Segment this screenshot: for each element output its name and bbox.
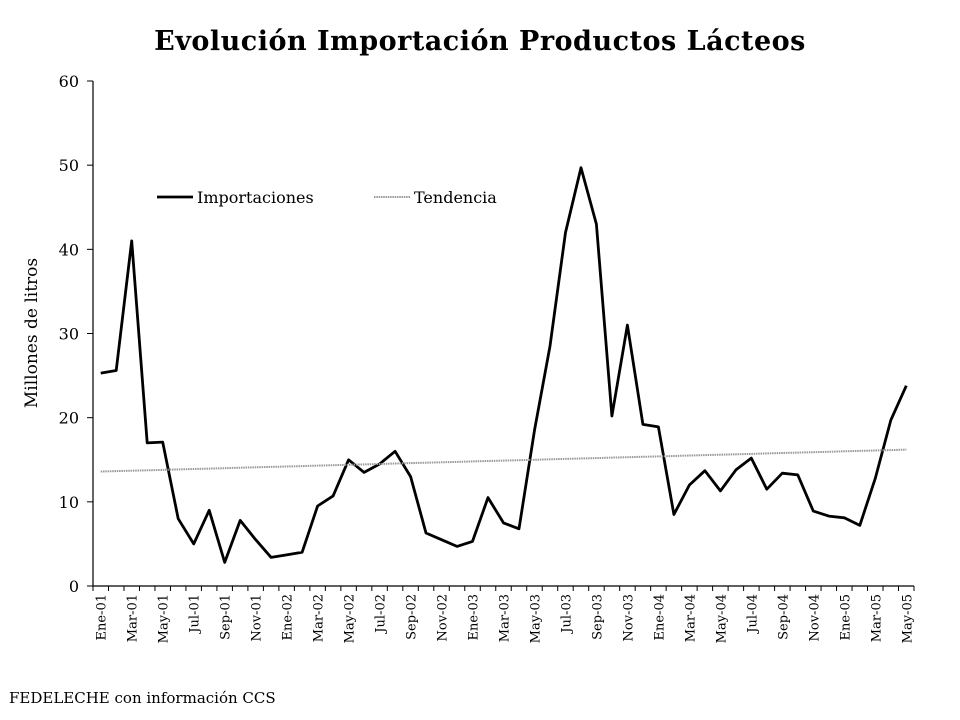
x-tick-label: May-04 bbox=[714, 594, 729, 643]
x-tick-label: May-03 bbox=[528, 594, 543, 643]
x-tick-label: Ene-03 bbox=[467, 594, 482, 641]
x-tick-label: Ene-02 bbox=[281, 594, 296, 641]
legend-label-tendencia: Tendencia bbox=[414, 188, 497, 207]
series-line-importaciones bbox=[100, 166, 908, 564]
x-tick-label: Nov-02 bbox=[436, 594, 451, 641]
series-line-tendencia bbox=[100, 448, 907, 473]
x-tick-label: May-02 bbox=[343, 594, 358, 643]
x-tick-label: Sep-04 bbox=[776, 594, 791, 640]
y-axis-title: Millones de litros bbox=[22, 258, 42, 408]
source-note: FEDELECHE con información CCS bbox=[9, 689, 276, 707]
x-tick-label: Ene-04 bbox=[652, 594, 667, 641]
x-tick-label: Nov-03 bbox=[621, 594, 636, 641]
y-tick-label: 40 bbox=[59, 240, 79, 259]
x-tick-label: Mar-01 bbox=[126, 594, 141, 642]
x-tick-label: Jul-03 bbox=[559, 594, 574, 635]
x-axis-ticks: Ene-01 Mar-01 May-01 Jul-01 Sep-01 Nov-01 Ene-… bbox=[92, 586, 915, 643]
x-tick-label: Sep-01 bbox=[219, 594, 234, 640]
x-tick-label: Nov-01 bbox=[250, 594, 265, 641]
x-tick-label: Mar-04 bbox=[683, 594, 698, 642]
y-tick-label: 10 bbox=[59, 493, 79, 512]
x-tick-label: Ene-05 bbox=[838, 594, 853, 641]
y-tick-label: 50 bbox=[59, 156, 79, 175]
series-lines bbox=[100, 166, 908, 564]
y-axis-ticks: 0 10 20 30 40 50 60 bbox=[59, 72, 93, 596]
y-tick-label: 0 bbox=[69, 577, 79, 596]
y-tick-label: 30 bbox=[59, 325, 79, 344]
x-tick-label: May-05 bbox=[900, 594, 915, 643]
x-tick-label: Mar-05 bbox=[869, 594, 884, 642]
chart-legend: Importaciones Tendencia bbox=[157, 188, 497, 207]
x-tick-label: Mar-03 bbox=[498, 594, 513, 642]
x-tick-label: Mar-02 bbox=[312, 594, 327, 642]
x-tick-label: Sep-02 bbox=[405, 594, 420, 640]
x-tick-label: Nov-04 bbox=[807, 594, 822, 641]
x-tick-label: May-01 bbox=[157, 594, 172, 643]
x-tick-label: Ene-01 bbox=[95, 594, 110, 641]
y-tick-label: 20 bbox=[59, 409, 79, 428]
chart-axes bbox=[92, 81, 914, 587]
x-tick-label: Sep-03 bbox=[590, 594, 605, 640]
x-tick-label: Jul-02 bbox=[374, 594, 389, 635]
x-tick-label: Jul-01 bbox=[188, 594, 203, 635]
legend-label-importaciones: Importaciones bbox=[197, 188, 314, 207]
chart-title: Evolución Importación Productos Lácteos bbox=[154, 26, 806, 57]
y-tick-label: 60 bbox=[59, 72, 79, 91]
x-tick-label: Jul-04 bbox=[745, 594, 760, 635]
